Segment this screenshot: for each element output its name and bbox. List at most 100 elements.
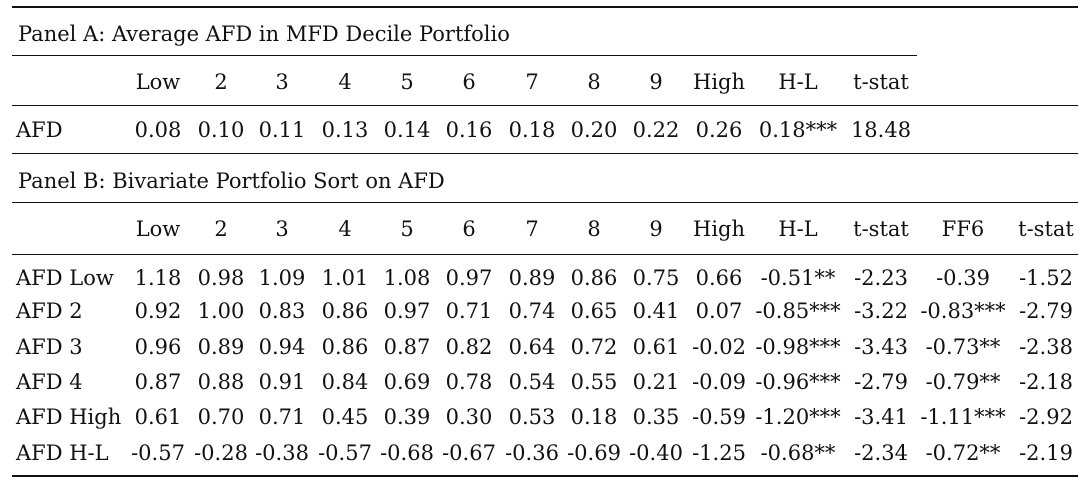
table-cell: -2.18 bbox=[1019, 370, 1073, 394]
header-cell: 4 bbox=[338, 70, 352, 94]
table-cell: 0.96 bbox=[134, 335, 182, 359]
table-cell: 0.07 bbox=[695, 299, 743, 323]
table-cell: 0.75 bbox=[632, 266, 680, 290]
table-cell: -0.68 bbox=[380, 441, 434, 465]
header-cell: t-stat bbox=[853, 217, 909, 241]
panel-b-title-rule bbox=[12, 202, 1078, 203]
panel-b-title: Panel B: Bivariate Portfolio Sort on AFD bbox=[18, 169, 445, 193]
header-cell: 2 bbox=[214, 217, 228, 241]
table-cell: -0.68** bbox=[760, 441, 836, 465]
header-cell: 8 bbox=[587, 70, 601, 94]
table-cell: -0.85*** bbox=[755, 299, 841, 323]
table-cell: -2.79 bbox=[854, 370, 908, 394]
table-cell: 1.00 bbox=[197, 299, 245, 323]
table-cell: -0.40 bbox=[629, 441, 683, 465]
header-cell: 3 bbox=[275, 217, 289, 241]
table-cell: 0.55 bbox=[570, 370, 618, 394]
table-cell: 0.26 bbox=[695, 118, 743, 142]
row-label: AFD 3 bbox=[16, 335, 83, 359]
table-cell: 0.86 bbox=[321, 299, 369, 323]
table-cell: 0.70 bbox=[197, 405, 245, 429]
table-cell: -2.92 bbox=[1019, 405, 1073, 429]
table-cell: 0.86 bbox=[570, 266, 618, 290]
table-cell: 1.09 bbox=[258, 266, 306, 290]
table-cell: 0.21 bbox=[632, 370, 680, 394]
panel-b-header-rule bbox=[12, 254, 1078, 255]
header-cell: 5 bbox=[400, 217, 414, 241]
header-cell: H-L bbox=[778, 70, 818, 94]
table-cell: -1.52 bbox=[1019, 266, 1073, 290]
header-cell: 6 bbox=[462, 217, 476, 241]
header-cell: 9 bbox=[649, 70, 663, 94]
table-cell: -0.79** bbox=[925, 370, 1001, 394]
table-cell: 0.71 bbox=[445, 299, 493, 323]
table-cell: 0.35 bbox=[632, 405, 680, 429]
table-cell: -0.02 bbox=[692, 335, 746, 359]
header-cell: High bbox=[693, 217, 745, 241]
table-cell: 0.65 bbox=[570, 299, 618, 323]
table-cell: 0.87 bbox=[383, 335, 431, 359]
table-cell: 0.10 bbox=[197, 118, 245, 142]
header-cell: t-stat bbox=[853, 70, 909, 94]
header-cell: H-L bbox=[778, 217, 818, 241]
header-cell: 5 bbox=[400, 70, 414, 94]
table-cell: -0.36 bbox=[505, 441, 559, 465]
table-cell: -3.22 bbox=[854, 299, 908, 323]
table-cell: -0.57 bbox=[131, 441, 185, 465]
header-cell: Low bbox=[135, 217, 181, 241]
table-cell: 1.01 bbox=[321, 266, 369, 290]
table-cell: 0.97 bbox=[383, 299, 431, 323]
table-cell: 0.20 bbox=[570, 118, 618, 142]
table-cell: 0.86 bbox=[321, 335, 369, 359]
table-cell: 0.72 bbox=[570, 335, 618, 359]
table-cell: 0.66 bbox=[695, 266, 743, 290]
table-row: AFD 4 0.87 0.88 0.91 0.84 0.69 0.78 0.54 0.55 0.2… bbox=[0, 370, 1080, 400]
table-row: AFD 2 0.92 1.00 0.83 0.86 0.97 0.71 0.74 0.65 0.4… bbox=[0, 299, 1080, 329]
table-cell: 0.89 bbox=[197, 335, 245, 359]
table-cell: 0.74 bbox=[508, 299, 556, 323]
table-cell: -0.09 bbox=[692, 370, 746, 394]
row-label: AFD 4 bbox=[16, 370, 83, 394]
table-cell: 0.14 bbox=[383, 118, 431, 142]
row-label: AFD H-L bbox=[16, 441, 109, 465]
row-label: AFD bbox=[16, 118, 63, 142]
table-cell: 0.18*** bbox=[758, 118, 838, 142]
panel-a-title-rule bbox=[12, 55, 917, 56]
table-cell: -1.20*** bbox=[755, 405, 841, 429]
header-cell: 7 bbox=[525, 217, 539, 241]
table-cell: 0.83 bbox=[258, 299, 306, 323]
table-cell: -3.41 bbox=[854, 405, 908, 429]
table-cell: 0.97 bbox=[445, 266, 493, 290]
header-cell: 2 bbox=[214, 70, 228, 94]
table-cell: 0.87 bbox=[134, 370, 182, 394]
table-cell: 1.18 bbox=[134, 266, 182, 290]
row-label: AFD 2 bbox=[16, 299, 83, 323]
row-label: AFD High bbox=[16, 405, 122, 429]
header-cell: 3 bbox=[275, 70, 289, 94]
table-cell: 0.11 bbox=[258, 118, 306, 142]
header-cell: 4 bbox=[338, 217, 352, 241]
table-cell: -2.38 bbox=[1019, 335, 1073, 359]
table-cell: -2.23 bbox=[854, 266, 908, 290]
table-cell: 0.45 bbox=[321, 405, 369, 429]
table-cell: 0.13 bbox=[321, 118, 369, 142]
header-cell: High bbox=[693, 70, 745, 94]
table-cell: 0.84 bbox=[321, 370, 369, 394]
row-label: AFD Low bbox=[16, 266, 114, 290]
table-cell: 0.54 bbox=[508, 370, 556, 394]
table-cell: 0.64 bbox=[508, 335, 556, 359]
table-cell: 0.91 bbox=[258, 370, 306, 394]
bottom-rule bbox=[12, 475, 1078, 477]
table-cell: 0.71 bbox=[258, 405, 306, 429]
header-cell: 7 bbox=[525, 70, 539, 94]
table-cell: -0.38 bbox=[255, 441, 309, 465]
table-cell: -1.25 bbox=[692, 441, 746, 465]
header-cell: 8 bbox=[587, 217, 601, 241]
table-cell: -0.57 bbox=[318, 441, 372, 465]
header-cell: 9 bbox=[649, 217, 663, 241]
header-cell: t-stat bbox=[1018, 217, 1074, 241]
table-cell: 0.18 bbox=[508, 118, 556, 142]
table-cell: 0.88 bbox=[197, 370, 245, 394]
table-cell: 0.39 bbox=[383, 405, 431, 429]
table-row: AFD High 0.61 0.70 0.71 0.45 0.39 0.30 0.53 0.18… bbox=[0, 405, 1080, 435]
